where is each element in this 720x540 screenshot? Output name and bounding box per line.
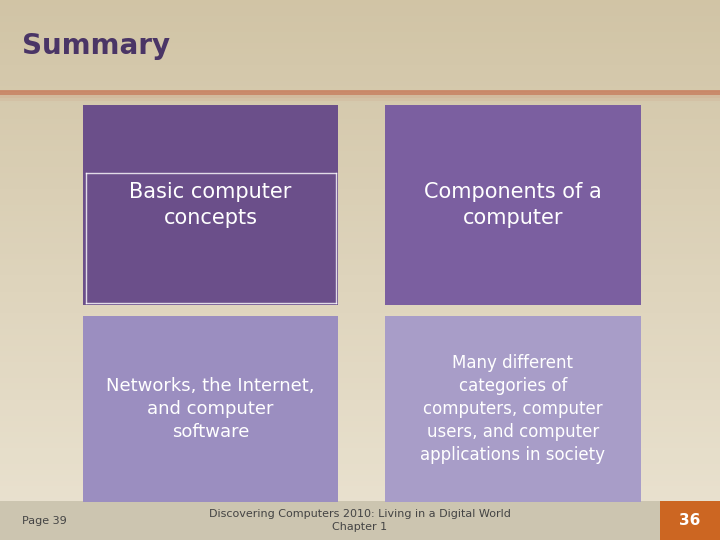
- Text: 36: 36: [679, 513, 701, 528]
- Text: Discovering Computers 2010: Living in a Digital World
Chapter 1: Discovering Computers 2010: Living in a …: [209, 509, 511, 532]
- FancyBboxPatch shape: [0, 98, 720, 101]
- Text: Networks, the Internet,
and computer
software: Networks, the Internet, and computer sof…: [107, 377, 315, 441]
- FancyBboxPatch shape: [83, 316, 338, 502]
- Text: Components of a
computer: Components of a computer: [424, 183, 602, 228]
- Text: Basic computer
concepts: Basic computer concepts: [130, 183, 292, 228]
- FancyBboxPatch shape: [385, 316, 641, 502]
- FancyBboxPatch shape: [385, 105, 641, 305]
- FancyBboxPatch shape: [0, 501, 720, 540]
- FancyBboxPatch shape: [0, 95, 720, 98]
- Text: Summary: Summary: [22, 32, 170, 60]
- FancyBboxPatch shape: [660, 501, 720, 540]
- FancyBboxPatch shape: [83, 105, 338, 305]
- FancyBboxPatch shape: [0, 90, 720, 94]
- Text: Page 39: Page 39: [22, 516, 66, 525]
- FancyBboxPatch shape: [0, 91, 720, 94]
- Text: Many different
categories of
computers, computer
users, and computer
application: Many different categories of computers, …: [420, 354, 606, 464]
- FancyBboxPatch shape: [0, 90, 720, 92]
